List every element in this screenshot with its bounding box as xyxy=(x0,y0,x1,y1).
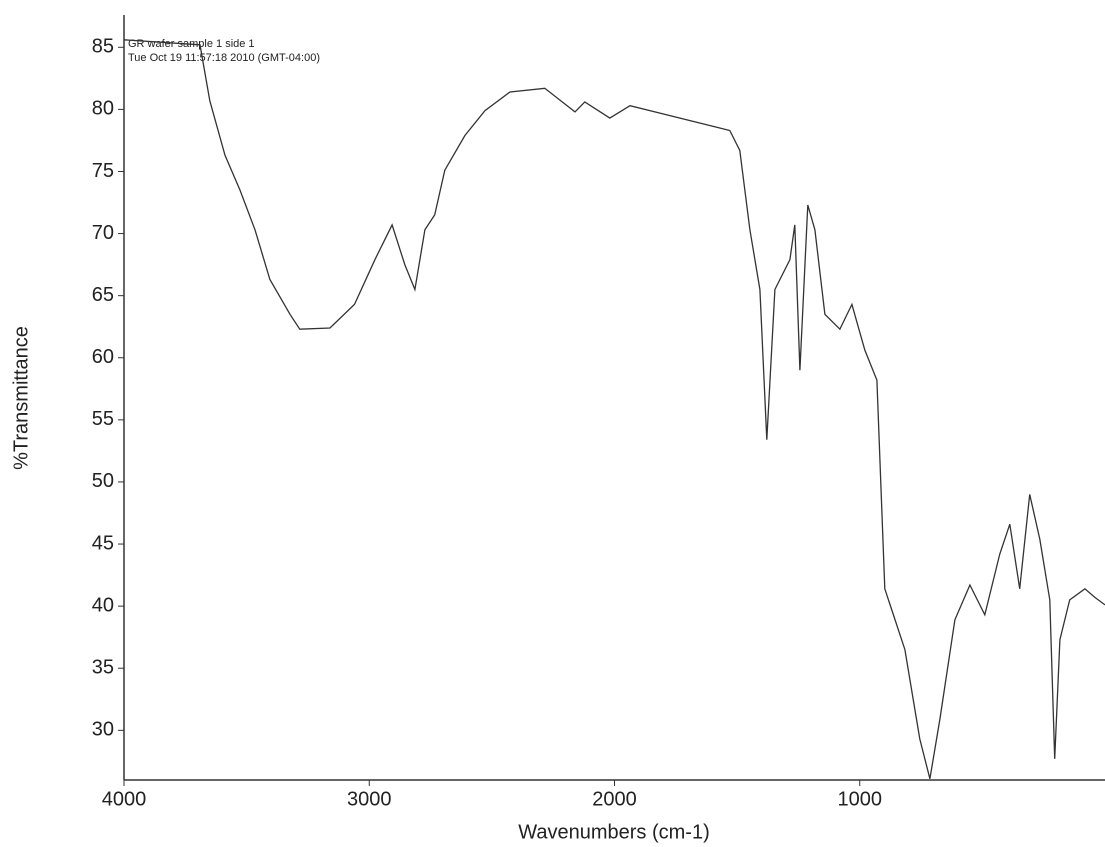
x-tick-label: 3000 xyxy=(347,788,392,810)
x-axis-label: Wavenumbers (cm-1) xyxy=(518,821,710,843)
y-tick-label: 45 xyxy=(92,532,114,554)
y-tick-label: 35 xyxy=(92,657,114,679)
y-tick-label: 70 xyxy=(92,222,114,244)
y-tick-label: 65 xyxy=(92,284,114,306)
x-tick-label: 1000 xyxy=(838,788,883,810)
y-tick-label: 50 xyxy=(92,470,114,492)
y-tick-label: 55 xyxy=(92,408,114,430)
y-tick-label: 40 xyxy=(92,594,114,616)
x-tick-label: 2000 xyxy=(592,788,637,810)
y-tick-label: 75 xyxy=(92,160,114,182)
spectrum-line xyxy=(123,39,1105,779)
y-tick-label: 30 xyxy=(92,719,114,741)
y-tick-label: 80 xyxy=(92,98,114,120)
y-tick-label: 85 xyxy=(92,36,114,58)
y-axis-label: %Transmittance xyxy=(10,326,32,470)
y-tick-label: 60 xyxy=(92,346,114,368)
annotation: Tue Oct 19 11:57:18 2010 (GMT-04:00) xyxy=(128,52,320,64)
x-tick-label: 4000 xyxy=(102,788,147,810)
